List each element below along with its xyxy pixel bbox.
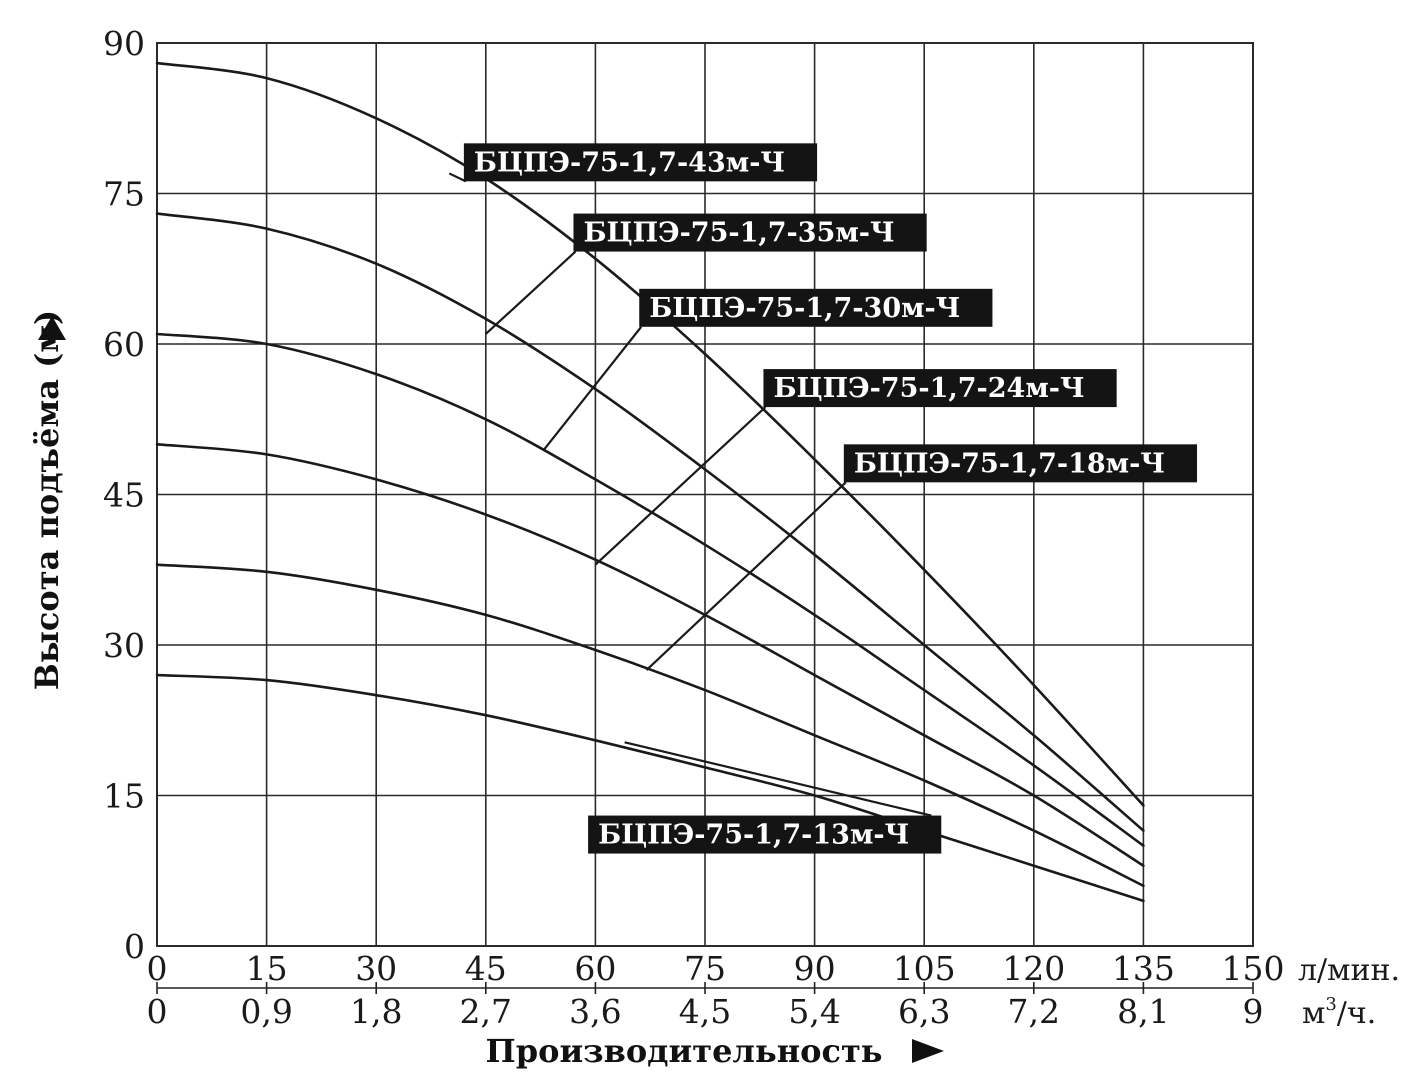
series-label-text-3: БЦПЭ-75-1,7-24м-Ч — [773, 373, 1084, 404]
x-unit-primary: л/мин. — [1298, 953, 1400, 988]
x-tick-label-primary-6: 90 — [794, 949, 836, 988]
leader-line-4 — [645, 481, 847, 671]
x-tick-label-primary-0: 0 — [147, 949, 168, 988]
x-tick-label-secondary-9: 8,1 — [1117, 992, 1169, 1031]
tick-labels: 0 15 30 45 60 75 90 0 15 30 45 60 75 90 105 120 135 150 0 0… — [103, 24, 1285, 1031]
x-unit-secondary: м3/ч. — [1302, 994, 1376, 1031]
series-line-5 — [155, 673, 1145, 903]
x-tick-label-primary-8: 120 — [1002, 949, 1065, 988]
series-label-3: БЦПЭ-75-1,7-24м-Ч — [763, 369, 1117, 408]
series-line-2 — [155, 332, 1145, 847]
x-tick-label-primary-3: 45 — [465, 949, 507, 988]
x-tick-label-primary-1: 15 — [246, 949, 288, 988]
x-tick-label-secondary-4: 3,6 — [569, 992, 621, 1031]
series-label-5: БЦПЭ-75-1,7-13м-Ч — [588, 815, 942, 854]
y-tick-label-6: 90 — [103, 24, 145, 63]
series-label-4: БЦПЭ-75-1,7-18м-Ч — [843, 444, 1198, 483]
y-tick-label-4: 60 — [103, 325, 145, 364]
x-tick-label-primary-9: 135 — [1112, 949, 1175, 988]
series-label-bg-5 — [588, 815, 942, 854]
series-label-bg-1 — [573, 213, 927, 252]
series-line-4 — [155, 563, 1145, 888]
series-label-text-4: БЦПЭ-75-1,7-18м-Ч — [854, 448, 1165, 479]
y-tick-label-0: 0 — [124, 927, 145, 966]
x-tick-label-secondary-5: 4,5 — [679, 992, 731, 1031]
leader-line-3 — [594, 406, 767, 566]
x-unit-superscript: 3 — [1325, 994, 1336, 1015]
y-axis-arrow-icon — [38, 316, 66, 340]
series-label-bg-2 — [639, 288, 993, 327]
series-curves — [155, 61, 1145, 903]
x-tick-label-primary-7: 105 — [893, 949, 956, 988]
x-tick-label-primary-10: 150 — [1222, 949, 1285, 988]
y-tick-label-5: 75 — [103, 175, 145, 214]
x-axis-title: Производительность — [486, 1032, 883, 1070]
series-line-0 — [155, 61, 1145, 807]
x-tick-label-secondary-1: 0,9 — [240, 992, 292, 1031]
series-label-0: БЦПЭ-75-1,7-43м-Ч — [463, 143, 818, 182]
series-line-1 — [155, 212, 1145, 832]
series-label-text-0: БЦПЭ-75-1,7-43м-Ч — [474, 147, 785, 178]
series-labels: БЦПЭ-75-1,7-43м-Ч БЦПЭ-75-1,7-35м-Ч БЦПЭ-7… — [463, 143, 1198, 854]
x-tick-label-primary-4: 60 — [574, 949, 616, 988]
leader-line-0 — [448, 172, 467, 183]
series-line-3 — [155, 443, 1145, 867]
x-tick-label-primary-5: 75 — [684, 949, 726, 988]
x-axis-arrow-icon — [912, 1039, 944, 1063]
series-label-bg-3 — [763, 369, 1117, 408]
y-tick-label-1: 15 — [103, 777, 145, 816]
x-tick-label-secondary-2: 1,8 — [350, 992, 402, 1031]
y-tick-label-2: 30 — [103, 626, 145, 665]
leader-line-2 — [543, 326, 643, 451]
leader-line-1 — [485, 250, 577, 335]
x-tick-label-secondary-3: 2,7 — [460, 992, 512, 1031]
series-label-text-1: БЦПЭ-75-1,7-35м-Ч — [583, 218, 894, 249]
plot-frame — [156, 42, 1254, 947]
x-tick-label-primary-2: 30 — [355, 949, 397, 988]
grid — [156, 42, 1254, 994]
y-axis-title: Высота подъёма (м) — [28, 310, 66, 690]
x-tick-label-secondary-6: 5,4 — [788, 992, 840, 1031]
y-tick-label-3: 45 — [103, 476, 145, 515]
series-label-bg-0 — [463, 143, 818, 182]
x-tick-label-secondary-8: 7,2 — [1008, 992, 1060, 1031]
series-label-bg-4 — [843, 444, 1198, 483]
label-leaders — [448, 172, 932, 817]
series-label-text-2: БЦПЭ-75-1,7-30м-Ч — [649, 293, 960, 324]
x-tick-label-secondary-7: 6,3 — [898, 992, 950, 1031]
x-tick-label-secondary-0: 0 — [147, 992, 168, 1031]
series-label-2: БЦПЭ-75-1,7-30м-Ч — [639, 288, 993, 327]
series-label-text-5: БЦПЭ-75-1,7-13м-Ч — [598, 820, 909, 851]
x-tick-label-secondary-10: 9 — [1243, 992, 1264, 1031]
series-label-1: БЦПЭ-75-1,7-35м-Ч — [573, 213, 927, 252]
leader-line-5 — [624, 741, 932, 817]
